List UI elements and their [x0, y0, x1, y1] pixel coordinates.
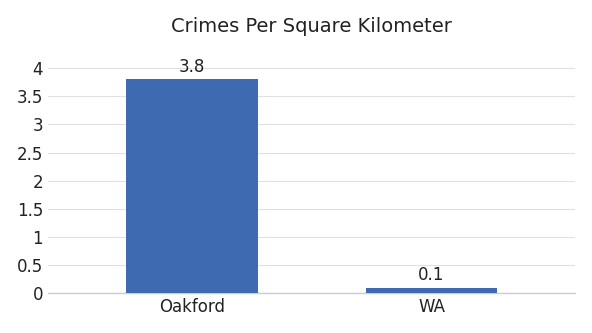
Bar: [365, 288, 497, 293]
Title: Crimes Per Square Kilometer: Crimes Per Square Kilometer: [171, 17, 452, 36]
Text: 3.8: 3.8: [179, 58, 205, 76]
Text: 0.1: 0.1: [419, 266, 445, 284]
Bar: [126, 79, 258, 293]
